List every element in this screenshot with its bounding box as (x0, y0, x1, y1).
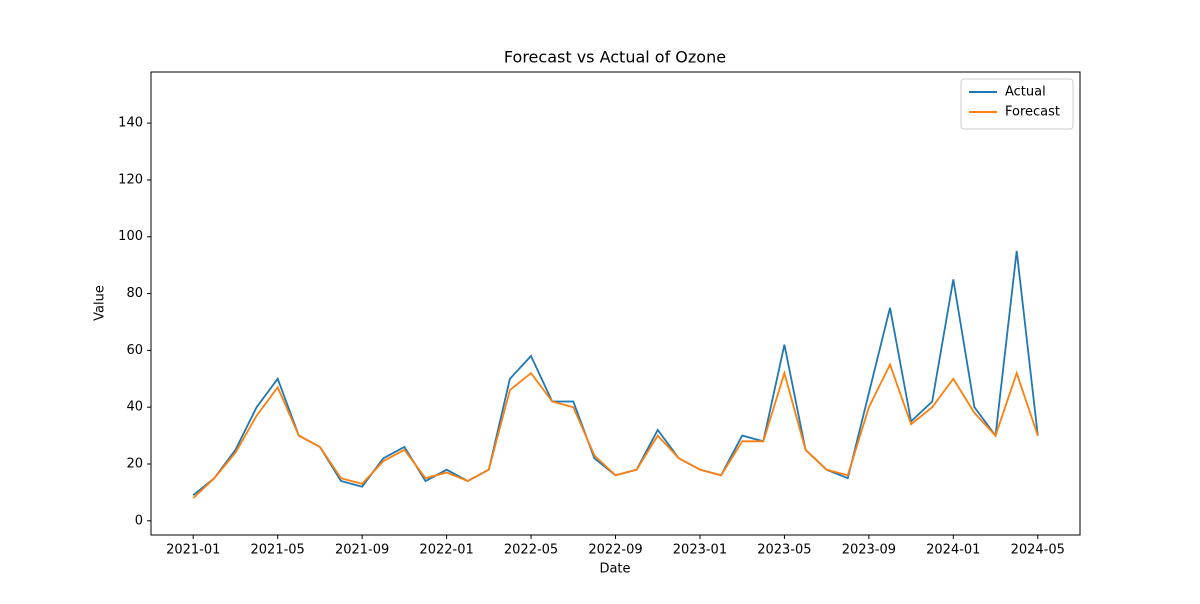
x-tick-label: 2022-09 (588, 543, 642, 558)
x-tick-label: 2021-09 (335, 543, 389, 558)
chart-title: Forecast vs Actual of Ozone (504, 48, 726, 67)
series-line (192, 250, 1039, 496)
x-tick-label: 2023-05 (757, 543, 811, 558)
plot-frame (150, 71, 1081, 536)
y-tick-label: 0 (135, 513, 143, 528)
x-tick-label: 2021-05 (251, 543, 305, 558)
x-tick-label: 2022-01 (419, 543, 473, 558)
y-tick-label: 60 (126, 343, 143, 358)
y-tick-label: 80 (126, 286, 143, 301)
y-tick-label: 20 (126, 456, 143, 471)
y-tick-label: 100 (118, 229, 143, 244)
y-tick-label: 40 (126, 400, 143, 415)
x-tick-label: 2022-05 (504, 543, 558, 558)
y-tick-label: 120 (118, 172, 143, 187)
x-tick-label: 2024-01 (926, 543, 980, 558)
x-axis-label: Date (599, 562, 630, 577)
y-tick-label: 140 (118, 116, 143, 131)
x-tick-label: 2021-01 (166, 543, 220, 558)
x-tick-label: 2023-01 (673, 543, 727, 558)
series-line (192, 362, 1039, 499)
x-tick-label: 2024-05 (1011, 543, 1065, 558)
legend-label: Actual (1005, 85, 1046, 100)
x-tick-label: 2023-09 (842, 543, 896, 558)
legend-label: Forecast (1005, 105, 1060, 120)
y-axis-label: Value (93, 285, 108, 321)
